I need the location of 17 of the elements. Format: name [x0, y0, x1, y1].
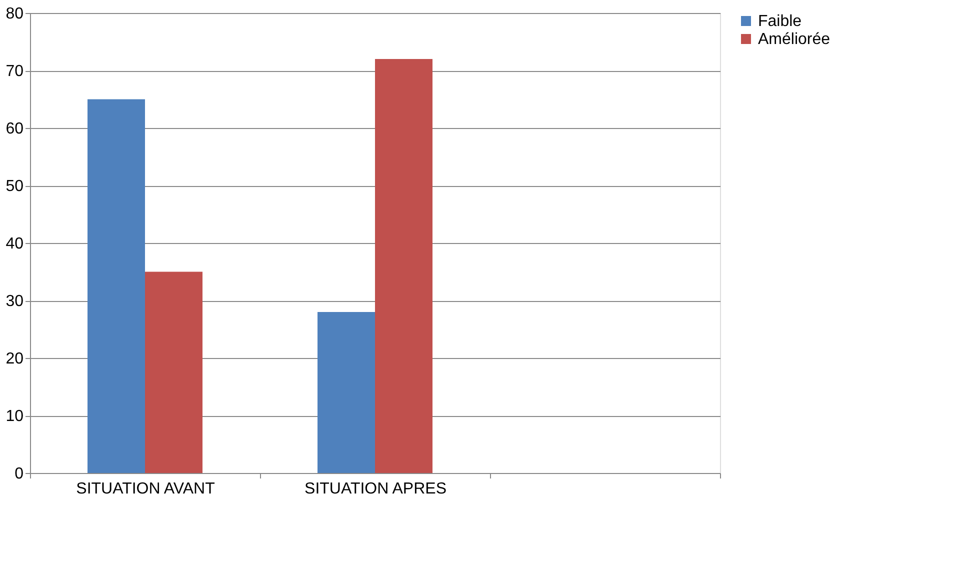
y-tick-label: 70 [6, 63, 24, 80]
bar [318, 312, 375, 473]
x-tick-label: SITUATION APRES [304, 480, 446, 498]
y-tick-label: 80 [6, 6, 24, 22]
y-tick-label: 30 [6, 293, 24, 310]
y-tick-label: 50 [6, 178, 24, 195]
bar [88, 99, 145, 473]
bar [145, 272, 202, 473]
y-tick-label: 10 [6, 408, 24, 425]
bar [375, 59, 432, 473]
y-tick-label: 20 [6, 350, 24, 368]
y-tick-label: 40 [6, 236, 24, 252]
legend-label: Améliorée [758, 31, 830, 48]
x-tick-label: SITUATION AVANT [76, 480, 216, 498]
y-tick-label: 0 [14, 466, 24, 482]
legend-label: Faible [758, 13, 802, 30]
y-tick-label: 60 [6, 120, 24, 138]
